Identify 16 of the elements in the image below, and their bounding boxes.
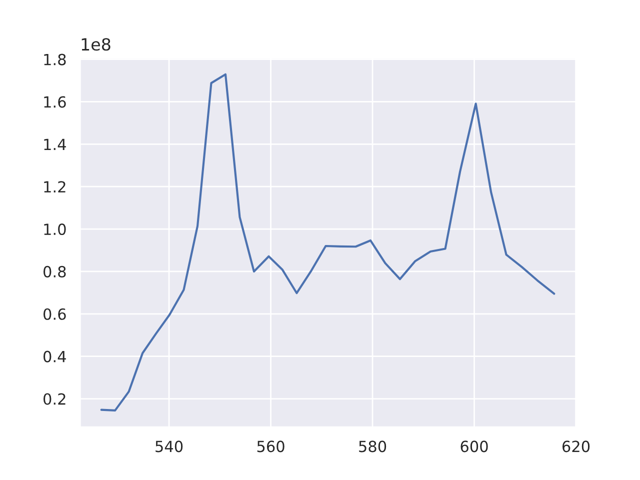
x-tick-label: 600 (460, 440, 488, 452)
y-tick-label: 1.2 (44, 181, 66, 192)
y-tick-label: 0.4 (44, 350, 66, 362)
x-tick-label: 560 (257, 440, 284, 452)
y-tick-label: 0.2 (44, 393, 66, 405)
text: 1e8 (82, 38, 110, 51)
y-tick-label: 1.8 (44, 54, 66, 66)
y-tick-label: 0.8 (44, 266, 66, 278)
y-tick-label: 1.4 (44, 138, 66, 150)
y-tick-label: 0.6 (44, 308, 66, 320)
x-tick-label: 540 (156, 440, 183, 452)
x-tick-label: 580 (359, 440, 386, 452)
x-tick-label: 620 (562, 440, 590, 452)
line-series (100, 73, 556, 412)
y-tick-label: 1.0 (44, 224, 66, 236)
y-tick-label: 1.6 (44, 96, 66, 108)
